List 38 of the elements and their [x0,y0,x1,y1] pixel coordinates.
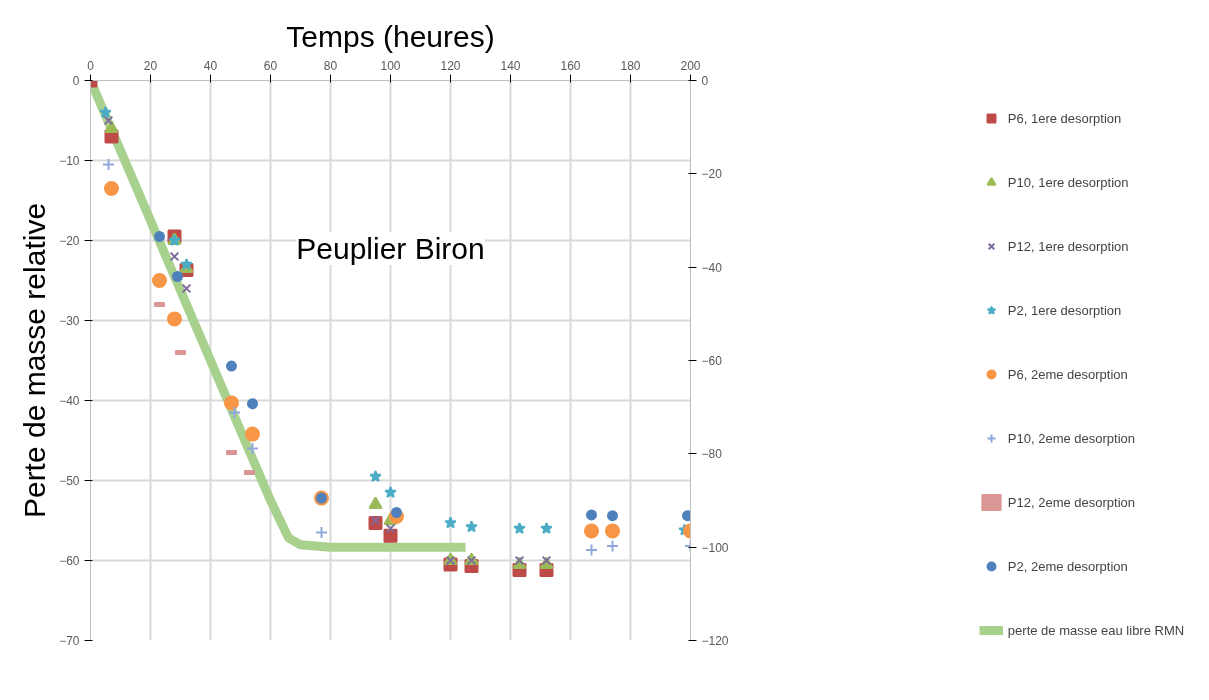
legend-label: P12, 2eme desorption [1007,494,1136,510]
x-tick-label: 60 [263,58,278,73]
y-tick-label: −60 [59,554,80,568]
y-tick-label: −70 [59,634,80,648]
x-tick-label: 20 [143,58,158,73]
y-tick-label: 0 [72,74,80,88]
legend-label: P10, 1ere desorption [1007,174,1129,190]
x-tick-label: 0 [87,58,95,73]
y-tick-label: −10 [59,154,80,168]
x-tick-label: 120 [440,58,461,73]
y2-tick-label: 0 [701,74,709,88]
legend-label: P2, 2eme desorption [1007,558,1128,574]
y2-tick-label: −20 [701,167,723,182]
y-tick-label: −40 [59,394,80,408]
legend-label: P6, 2eme desorption [1007,366,1128,382]
x-tick-label: 200 [680,58,701,73]
x-axis-title: Temps (heures) [286,19,495,53]
text: Peuplier Biron [296,232,485,265]
y-tick-label: −30 [59,314,80,328]
x-tick-label: 160 [560,58,581,73]
x-tick-label: 140 [500,58,521,73]
legend-label: P12, 1ere desorption [1007,238,1129,254]
y2-tick-label: −100 [701,540,729,555]
legend-label: P6, 1ere desorption [1007,110,1122,126]
legend-label: P10, 2eme desorption [1007,430,1136,446]
legend-label: perte de masse eau libre RMN [1007,622,1185,638]
x-tick-label: 180 [620,58,641,73]
x-tick-label: 80 [323,58,338,73]
legend-label: P2, 1ere desorption [1007,302,1122,318]
y-tick-label: −50 [59,474,80,488]
y2-tick-label: −80 [701,447,723,462]
x-tick-label: 100 [380,58,401,73]
x-tick-label: 40 [203,58,218,73]
y2-tick-label: −40 [701,260,723,275]
y2-tick-label: −60 [701,354,723,368]
y-axis-title: Perte de masse relative [18,202,52,519]
y2-tick-label: −120 [701,634,729,648]
y-tick-label: −20 [59,234,80,248]
